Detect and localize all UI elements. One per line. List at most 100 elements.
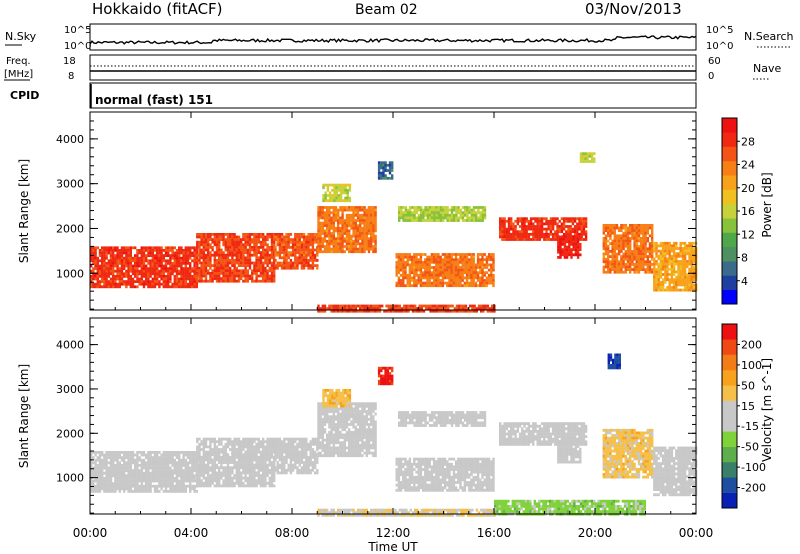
freq-axis-left-bottom: 8 (68, 71, 74, 82)
velocity-region-6 (499, 422, 588, 446)
power-colorbar-swatch (722, 189, 737, 205)
velocity-region-4 (395, 457, 495, 492)
velocity-region-9 (653, 446, 698, 497)
velocity-colorbar-swatch (722, 477, 737, 493)
velocity-colorbar-swatch (722, 339, 737, 355)
velocity-colorbar-tick-label: -100 (741, 461, 766, 474)
velocity-colorbar-tick-label: 50 (741, 379, 755, 392)
power-colorbar-swatch (722, 275, 737, 290)
velocity-region-8 (602, 428, 654, 479)
velocity-ytick-label: 4000 (56, 339, 84, 352)
velocity-colorbar-swatch (722, 354, 737, 371)
velocity-region-7 (557, 439, 582, 464)
power-ytick-label: 4000 (56, 133, 84, 146)
velocity-colorbar-swatch (722, 492, 737, 509)
power-region-3 (317, 206, 377, 254)
velocity-colorbar-swatch (722, 431, 737, 447)
power-colorbar-swatch (722, 160, 737, 176)
velocity-region-2 (274, 437, 319, 475)
nave-label: Nave (753, 62, 781, 75)
velocity-colorbar-swatch (722, 370, 737, 386)
power-region-11 (317, 304, 496, 313)
velocity-ytick-label: 1000 (56, 472, 84, 485)
velocity-colorbar-swatch (722, 400, 737, 417)
power-colorbar-swatch (722, 132, 737, 147)
power-region-0 (90, 246, 198, 289)
noise-panel-frame (89, 23, 697, 51)
velocity-region-11 (377, 366, 394, 386)
beam-label: Beam 02 (355, 2, 418, 18)
power-ylabel: Slant Range [km] (17, 159, 31, 263)
power-colorbar-label: Power [dB] (760, 172, 774, 237)
velocity-colorbar-tick-label: -15 (741, 420, 759, 433)
freq-panel-frame (89, 54, 697, 81)
power-colorbar-tick-label: 16 (741, 205, 755, 218)
x-tick-label: 04:00 (174, 526, 209, 540)
cpid-panel-frame (89, 82, 697, 109)
velocity-colorbar-swatch (722, 385, 737, 401)
power-region-5 (395, 253, 495, 288)
velocity-region-0 (90, 451, 198, 493)
power-colorbar-swatch (722, 246, 737, 262)
power-colorbar-tick-label: 12 (741, 228, 755, 241)
velocity-colorbar-label: Velocity [m s^-1] (760, 358, 774, 462)
velocity-region-3 (317, 402, 377, 458)
freq-axis-left-top: 18 (63, 56, 76, 67)
noise-axis-right-bottom: 10^0 (706, 41, 733, 52)
freq-unit-label: [MHz] (4, 69, 33, 80)
velocity-region-1 (196, 437, 276, 488)
velocity-heatmap (90, 353, 698, 517)
power-colorbar-swatch (722, 203, 737, 219)
power-ytick-label: 3000 (56, 178, 84, 191)
power-colorbar-swatch (722, 261, 737, 276)
power-region-2 (274, 233, 319, 270)
power-ytick-label: 2000 (56, 222, 84, 235)
freq-axis-right-bottom: 0 (708, 71, 714, 82)
power-region-1 (196, 233, 276, 283)
power-colorbar-swatch (722, 289, 737, 305)
power-colorbar-swatch (722, 118, 737, 133)
power-colorbar-swatch (722, 218, 737, 233)
velocity-ylabel: Slant Range [km] (17, 364, 31, 468)
power-colorbar-tick-label: 4 (741, 275, 748, 288)
power-colorbar-tick-label: 20 (741, 182, 755, 195)
velocity-colorbar-swatch (722, 324, 737, 340)
power-colorbar-tick-label: 24 (741, 159, 755, 172)
date-label: 03/Nov/2013 (585, 0, 682, 18)
power-region-8 (557, 235, 582, 259)
cpid-value: normal (fast) 151 (95, 93, 213, 107)
power-colorbar-swatch (722, 232, 737, 248)
power-colorbar-tick-label: 28 (741, 135, 755, 148)
velocity-colorbar-tick-label: 200 (741, 338, 762, 351)
power-region-12 (377, 161, 394, 180)
velocity-region-13 (607, 353, 621, 370)
power-region-10 (653, 241, 698, 292)
nsearch-label: N.Search (744, 30, 794, 43)
velocity-colorbar-swatch (722, 462, 737, 478)
power-colorbar-tick-label: 8 (741, 252, 748, 265)
velocity-region-10 (317, 508, 496, 517)
velocity-colorbar-tick-label: 100 (741, 359, 762, 372)
power-region-4 (322, 183, 352, 203)
station-title: Hokkaido (fitACF) (92, 0, 223, 18)
velocity-colorbar-frame (721, 323, 738, 509)
power-ytick-label: 1000 (56, 267, 84, 280)
power-region-7 (499, 217, 588, 241)
velocity-colorbar-tick-label: -200 (741, 482, 766, 495)
noise-axis-left-bottom: 10^0 (64, 41, 91, 52)
velocity-colorbar-tick-label: -50 (741, 441, 759, 454)
velocity-ytick-label: 2000 (56, 427, 84, 440)
noise-axis-right-top: 10^5 (706, 25, 733, 36)
velocity-colorbar-swatch (722, 416, 737, 432)
velocity-region-12 (322, 389, 352, 408)
power-colorbar-swatch (722, 175, 737, 190)
nsky-label: N.Sky (5, 30, 37, 43)
noise-trace (89, 35, 697, 45)
x-axis-label: Time UT (367, 540, 418, 554)
x-tick-label: 08:00 (275, 526, 310, 540)
freq-axis-right-top: 60 (708, 56, 721, 67)
power-colorbar-swatch (722, 146, 737, 162)
x-tick-label: 20:00 (578, 526, 613, 540)
velocity-region-5 (398, 411, 487, 427)
